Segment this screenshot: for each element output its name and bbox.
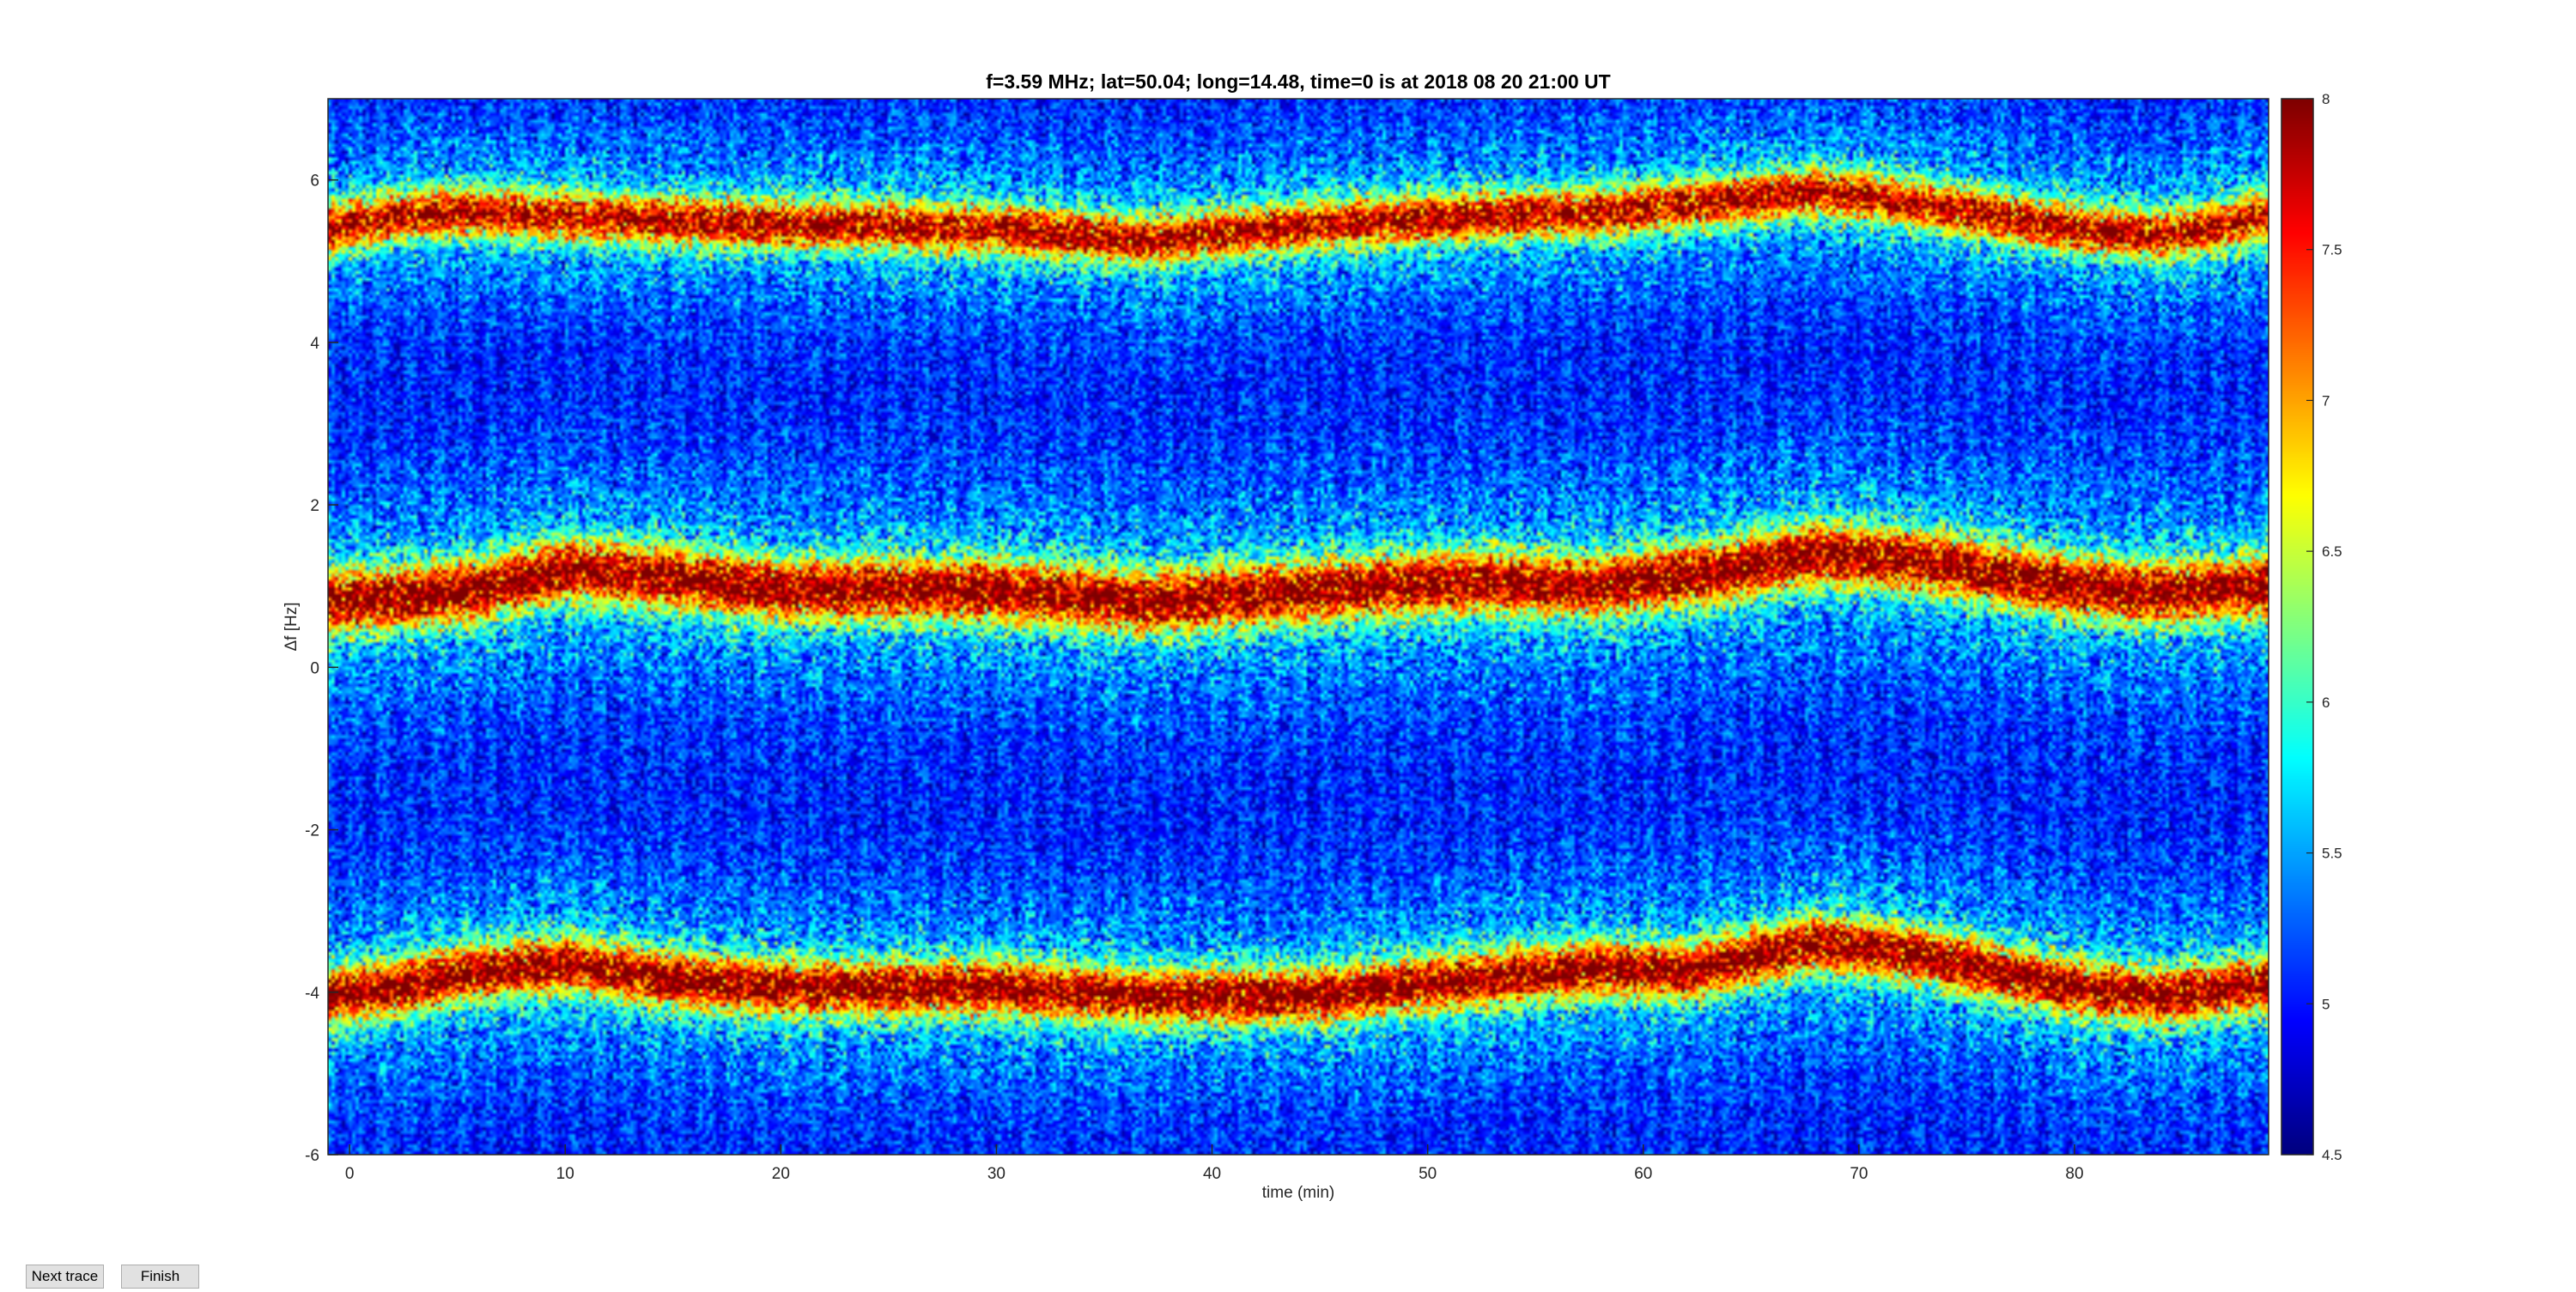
- y-tick-label: 4: [310, 335, 319, 353]
- y-tick-label: -6: [305, 1147, 319, 1165]
- finish-button[interactable]: Finish: [121, 1265, 199, 1289]
- x-tick-label: 70: [1850, 1165, 1868, 1183]
- x-tick-label: 10: [556, 1165, 574, 1183]
- y-tick-label: -2: [305, 822, 319, 840]
- colorbar-frame: [2281, 98, 2314, 1156]
- colorbar-tick-label: 4.5: [2322, 1147, 2342, 1163]
- x-axis-ticks: 0 10 20 30 40 50 60 70 80: [345, 1144, 2084, 1183]
- y-tick-label: 2: [310, 497, 319, 515]
- x-tick-label: 60: [1634, 1165, 1652, 1183]
- colorbar-tick-label: 5: [2322, 996, 2330, 1012]
- colorbar-tick-label: 6: [2322, 695, 2330, 711]
- y-tick-label: 0: [310, 659, 319, 677]
- colorbar-ticks: 4.5 5 5.5 6 6.5 7 7.5 8: [2306, 91, 2342, 1163]
- colorbar-image: [2281, 99, 2313, 1155]
- colorbar-tick-label: 6.5: [2322, 543, 2342, 560]
- colorbar-tick-label: 7.5: [2322, 242, 2342, 258]
- x-tick-label: 0: [345, 1165, 355, 1183]
- y-tick-label: -4: [305, 985, 319, 1003]
- y-tick-label: 6: [310, 173, 319, 191]
- y-axis-ticks: -6 -4 -2 0 2 4 6: [305, 173, 338, 1165]
- x-tick-label: 20: [772, 1165, 790, 1183]
- colorbar-tick-label: 5.5: [2322, 846, 2342, 862]
- x-tick-label: 30: [987, 1165, 1005, 1183]
- y-axis-label: Δf [Hz]: [283, 602, 301, 651]
- chart-title: f=3.59 MHz; lat=50.04; long=14.48, time=…: [986, 70, 1610, 93]
- x-tick-label: 40: [1203, 1165, 1221, 1183]
- x-axis-label: time (min): [1262, 1184, 1334, 1202]
- colorbar-tick-label: 7: [2322, 392, 2330, 409]
- plot-frame: [327, 98, 2269, 1156]
- colorbar-tick-label: 8: [2322, 91, 2330, 107]
- heatmap-image: [328, 99, 2269, 1155]
- x-tick-label: 50: [1419, 1165, 1437, 1183]
- x-tick-label: 80: [2065, 1165, 2083, 1183]
- next-trace-button[interactable]: Next trace: [26, 1265, 104, 1289]
